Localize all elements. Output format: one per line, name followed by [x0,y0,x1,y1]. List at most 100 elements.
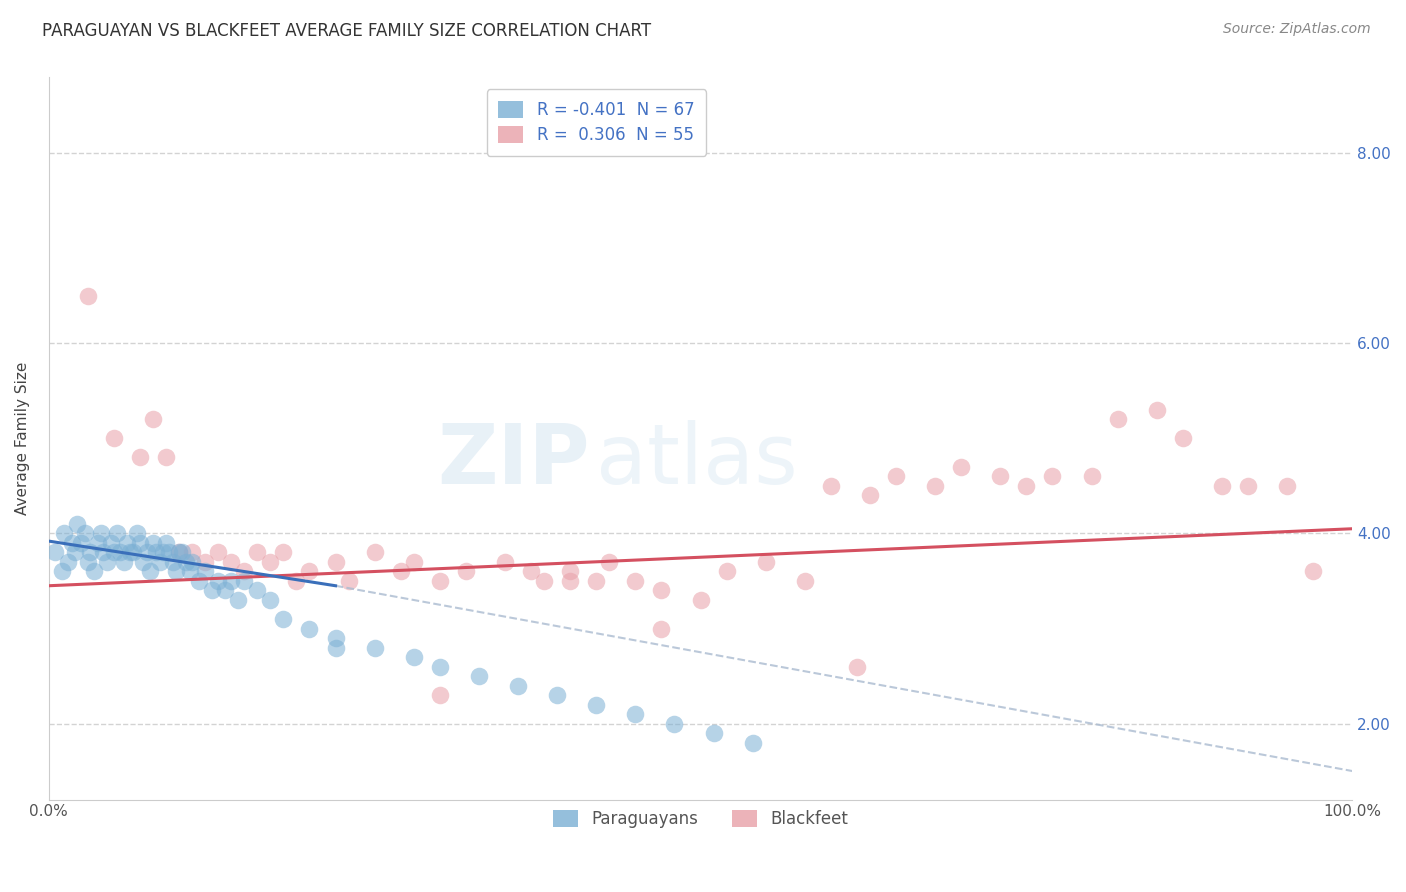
Point [325,640,347,655]
Point [76,555,98,569]
Point [162,555,184,569]
Text: ZIP: ZIP [437,419,589,500]
Point [402,555,425,569]
Point [179,565,201,579]
Point [560,574,582,588]
Point [363,640,385,655]
Point [233,565,256,579]
Point [167,545,190,559]
Point [139,565,162,579]
Point [112,555,135,569]
Point [44,545,66,559]
Point [135,545,157,559]
Point [63,545,86,559]
Point [664,716,686,731]
Point [755,555,778,569]
Point [166,565,188,579]
Point [924,479,946,493]
Point [1211,479,1233,493]
Point [118,545,141,559]
Point [1237,479,1260,493]
Point [110,545,132,559]
Point [1171,432,1194,446]
Point [129,450,152,465]
Point [859,488,882,502]
Point [1107,412,1129,426]
Point [468,669,491,683]
Point [585,698,607,712]
Point [115,536,138,550]
Point [560,565,582,579]
Point [157,545,180,559]
Point [259,593,281,607]
Point [402,650,425,665]
Point [1080,469,1102,483]
Point [53,526,76,541]
Point [533,574,555,588]
Point [884,469,907,483]
Point [194,565,217,579]
Point [325,555,347,569]
Point [96,555,118,569]
Point [298,565,321,579]
Point [233,574,256,588]
Text: atlas: atlas [596,419,799,500]
Point [219,574,242,588]
Point [1015,479,1038,493]
Point [546,688,568,702]
Point [246,545,269,559]
Point [76,289,98,303]
Point [520,565,543,579]
Point [1275,479,1298,493]
Point [429,574,451,588]
Point [585,574,607,588]
Point [226,593,249,607]
Point [70,536,93,550]
Point [100,536,122,550]
Point [689,593,711,607]
Point [174,555,197,569]
Point [201,583,224,598]
Point [127,526,149,541]
Point [170,545,193,559]
Point [820,479,842,493]
Point [60,536,83,550]
Point [152,545,174,559]
Y-axis label: Average Family Size: Average Family Size [15,362,30,516]
Legend: Paraguayans, Blackfeet: Paraguayans, Blackfeet [547,803,855,835]
Point [506,679,529,693]
Point [142,536,165,550]
Point [148,555,170,569]
Point [494,555,516,569]
Text: Source: ZipAtlas.com: Source: ZipAtlas.com [1223,22,1371,37]
Point [650,583,672,598]
Point [950,460,973,475]
Point [1302,565,1324,579]
Point [90,526,112,541]
Point [429,688,451,702]
Point [988,469,1011,483]
Point [155,450,177,465]
Point [454,565,477,579]
Point [103,545,125,559]
Point [66,516,89,531]
Point [1146,403,1168,417]
Point [793,574,815,588]
Point [79,545,101,559]
Point [181,545,204,559]
Point [87,536,110,550]
Point [259,555,281,569]
Point [75,526,97,541]
Point [129,536,152,550]
Point [273,612,295,626]
Point [83,565,105,579]
Point [187,574,209,588]
Point [194,555,217,569]
Point [429,659,451,673]
Point [145,545,167,559]
Point [122,545,145,559]
Point [58,555,80,569]
Point [285,574,308,588]
Point [51,565,73,579]
Point [214,583,236,598]
